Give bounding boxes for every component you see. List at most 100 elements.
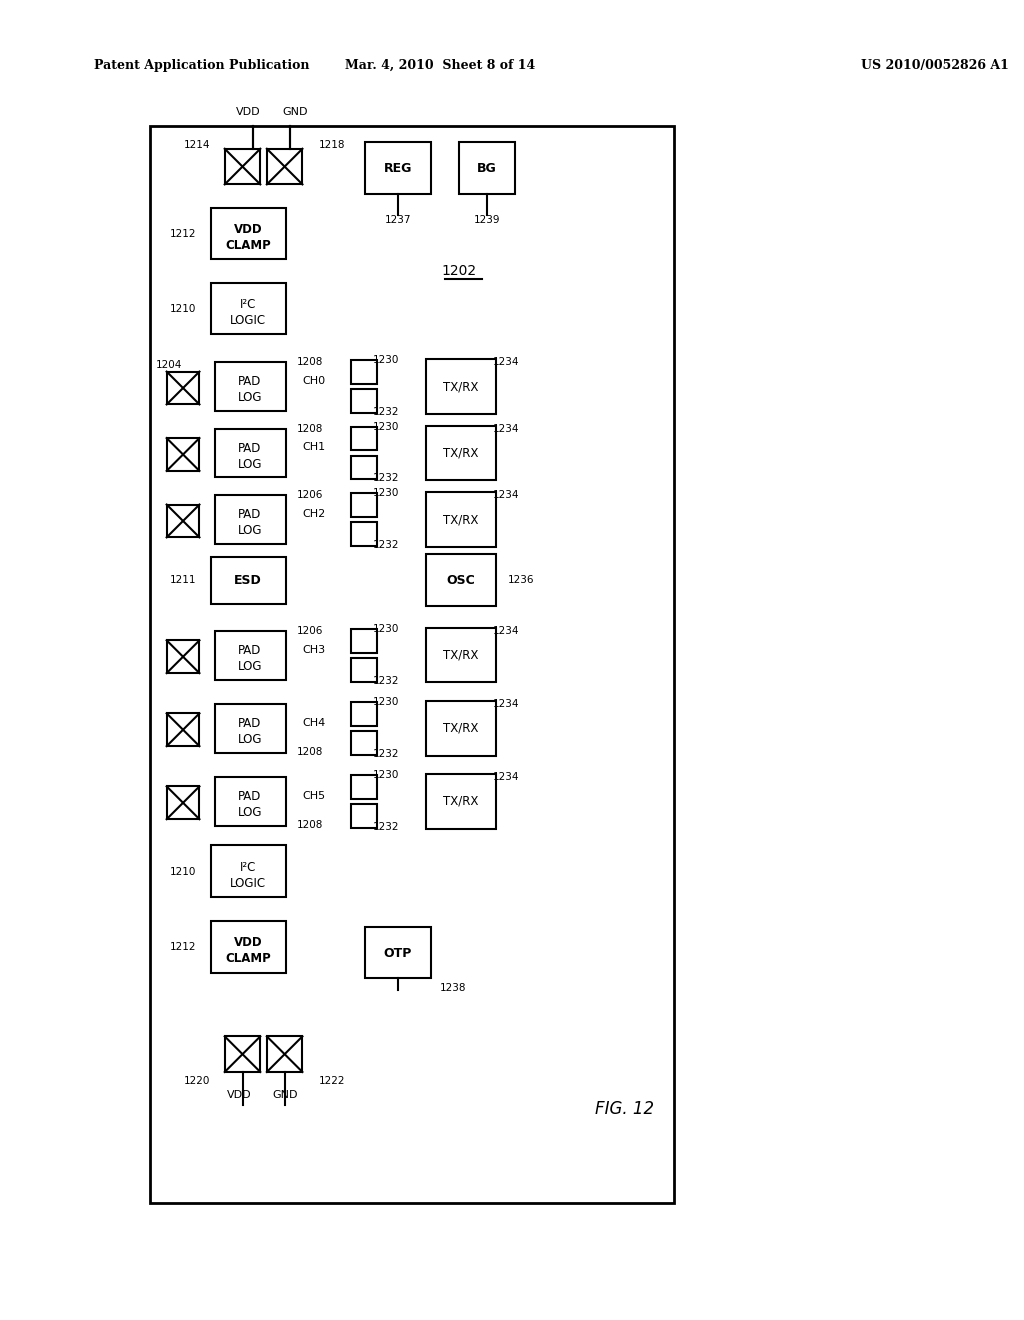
FancyBboxPatch shape [215,362,286,411]
FancyBboxPatch shape [426,628,497,682]
Text: TX/RX: TX/RX [443,795,478,808]
FancyBboxPatch shape [167,713,200,746]
Text: REG: REG [384,162,412,176]
Text: FIG. 12: FIG. 12 [595,1101,653,1118]
Text: 1206: 1206 [297,490,324,500]
Text: 1237: 1237 [385,215,412,224]
FancyBboxPatch shape [351,775,377,799]
Text: 1210: 1210 [170,867,197,876]
Text: 1236: 1236 [508,576,534,585]
FancyBboxPatch shape [211,845,286,896]
Text: TX/RX: TX/RX [443,513,478,527]
FancyBboxPatch shape [211,557,286,603]
Text: 1212: 1212 [170,942,197,953]
Text: 1234: 1234 [493,626,519,636]
Text: 1232: 1232 [373,540,399,550]
Text: Mar. 4, 2010  Sheet 8 of 14: Mar. 4, 2010 Sheet 8 of 14 [345,59,536,73]
Text: I²C: I²C [240,298,256,310]
FancyBboxPatch shape [366,143,431,194]
Text: CH3: CH3 [302,644,326,655]
Text: 1230: 1230 [373,697,399,708]
Text: 1230: 1230 [373,422,399,432]
Text: VDD: VDD [226,1090,251,1101]
FancyBboxPatch shape [351,523,377,545]
Text: 1208: 1208 [297,358,324,367]
FancyBboxPatch shape [459,143,515,194]
Text: 1204: 1204 [157,360,182,370]
FancyBboxPatch shape [351,360,377,384]
FancyBboxPatch shape [426,775,497,829]
FancyBboxPatch shape [211,282,286,334]
FancyBboxPatch shape [426,701,497,755]
Text: CH5: CH5 [302,791,326,801]
Text: 1208: 1208 [297,424,324,434]
Text: CH4: CH4 [302,718,326,727]
Text: 1206: 1206 [297,626,324,636]
FancyBboxPatch shape [351,389,377,413]
Text: 1210: 1210 [170,304,197,314]
Text: PAD: PAD [239,375,262,388]
Text: 1232: 1232 [373,474,399,483]
Text: OSC: OSC [446,574,475,587]
FancyBboxPatch shape [211,921,286,973]
Text: PAD: PAD [239,717,262,730]
Text: 1239: 1239 [474,215,500,224]
FancyBboxPatch shape [224,1036,260,1072]
Text: BG: BG [477,162,497,176]
Text: ESD: ESD [234,574,262,587]
FancyBboxPatch shape [167,504,200,537]
Text: 1220: 1220 [184,1076,211,1086]
Text: 1208: 1208 [297,820,324,830]
FancyBboxPatch shape [426,426,497,480]
Text: 1230: 1230 [373,624,399,634]
FancyBboxPatch shape [351,702,377,726]
FancyBboxPatch shape [224,149,260,185]
Text: 1234: 1234 [493,358,519,367]
Text: 1238: 1238 [440,982,467,993]
FancyBboxPatch shape [150,127,674,1203]
Text: 1214: 1214 [184,140,211,150]
FancyBboxPatch shape [215,704,286,752]
Text: LOGIC: LOGIC [230,878,266,890]
FancyBboxPatch shape [215,429,286,478]
Text: 1218: 1218 [318,140,345,150]
Text: 1234: 1234 [493,490,519,500]
FancyBboxPatch shape [351,731,377,755]
Text: LOGIC: LOGIC [230,314,266,326]
Text: TX/RX: TX/RX [443,649,478,661]
FancyBboxPatch shape [351,455,377,479]
FancyBboxPatch shape [267,1036,302,1072]
FancyBboxPatch shape [351,630,377,652]
FancyBboxPatch shape [215,777,286,826]
Text: 1232: 1232 [373,407,399,417]
Text: I²C: I²C [240,862,256,874]
Text: PAD: PAD [239,644,262,657]
FancyBboxPatch shape [351,426,377,450]
FancyBboxPatch shape [267,149,302,185]
Text: OTP: OTP [384,946,412,960]
FancyBboxPatch shape [215,495,286,544]
FancyBboxPatch shape [366,927,431,978]
Text: 1212: 1212 [170,228,197,239]
Text: TX/RX: TX/RX [443,722,478,735]
Text: 1202: 1202 [441,264,476,279]
Text: PAD: PAD [239,442,262,455]
Text: VDD: VDD [233,223,262,236]
Text: LOG: LOG [238,524,262,537]
Text: 1211: 1211 [170,576,197,585]
FancyBboxPatch shape [211,207,286,259]
Text: VDD: VDD [233,936,262,949]
Text: CH0: CH0 [302,376,326,385]
Text: LOG: LOG [238,807,262,820]
Text: 1234: 1234 [493,424,519,434]
Text: 1230: 1230 [373,355,399,366]
Text: 1234: 1234 [493,700,519,709]
FancyBboxPatch shape [167,438,200,471]
Text: 1230: 1230 [373,770,399,780]
FancyBboxPatch shape [426,492,497,546]
Text: US 2010/0052826 A1: US 2010/0052826 A1 [861,59,1010,73]
Text: TX/RX: TX/RX [443,446,478,459]
FancyBboxPatch shape [167,787,200,820]
Text: 1222: 1222 [318,1076,345,1086]
Text: 1232: 1232 [373,676,399,685]
